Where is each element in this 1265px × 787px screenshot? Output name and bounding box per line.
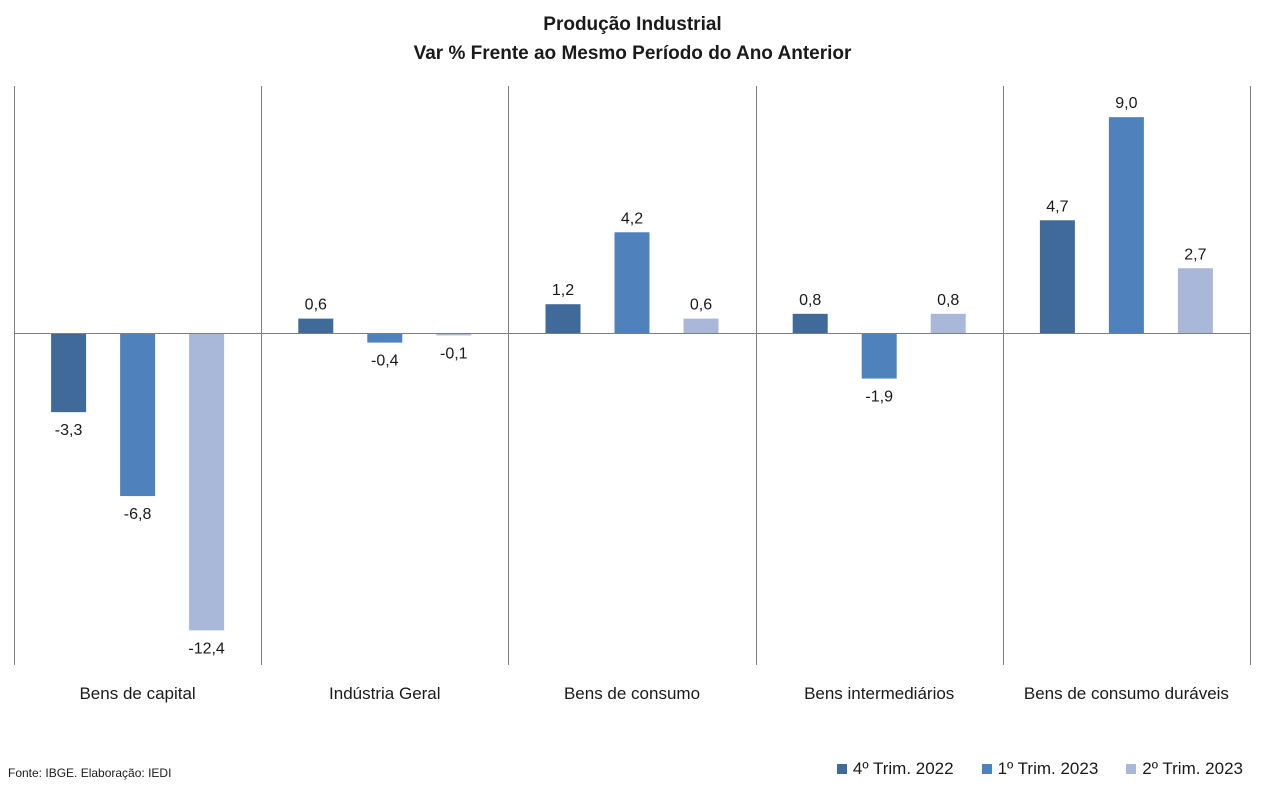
- data-label: 4,2: [621, 210, 643, 227]
- category-label: Bens de consumo duráveis: [1024, 684, 1229, 703]
- bar: [120, 333, 156, 497]
- legend-label: 4º Trim. 2022: [852, 759, 954, 778]
- data-label: 0,6: [690, 297, 712, 314]
- legend-swatch: [836, 764, 847, 774]
- data-label: 0,8: [937, 292, 959, 309]
- data-label: -1,9: [865, 389, 893, 406]
- legend-item: 1º Trim. 2023: [981, 759, 1099, 779]
- data-label: 9,0: [1115, 95, 1137, 112]
- bar: [1108, 117, 1144, 333]
- data-label: -12,4: [188, 640, 225, 657]
- category-label: Bens de capital: [79, 684, 195, 703]
- data-label: -3,3: [55, 422, 83, 439]
- chart-title: Produção Industrial: [543, 14, 722, 35]
- legend-item: 4º Trim. 2022: [836, 759, 954, 779]
- source-note: Fonte: IBGE. Elaboração: IEDI: [8, 766, 172, 780]
- data-label: 4,7: [1046, 198, 1068, 215]
- data-label: -6,8: [124, 506, 152, 523]
- bar: [792, 313, 828, 333]
- bar: [614, 232, 650, 333]
- bar: [189, 333, 225, 631]
- bar: [861, 333, 897, 379]
- data-label: 1,2: [552, 282, 574, 299]
- bar: [930, 313, 966, 333]
- legend-label: 2º Trim. 2023: [1142, 759, 1243, 778]
- category-label: Bens intermediários: [804, 684, 954, 703]
- legend-item: 2º Trim. 2023: [1126, 759, 1243, 779]
- data-label: 2,7: [1184, 246, 1206, 263]
- bar: [298, 318, 334, 333]
- data-label: 0,8: [799, 292, 821, 309]
- bar: [1177, 268, 1213, 333]
- legend-label: 1º Trim. 2023: [997, 759, 1099, 778]
- data-label: -0,1: [440, 345, 468, 362]
- bar: [1039, 220, 1075, 333]
- category-label: Indústria Geral: [329, 684, 441, 703]
- bar: [436, 333, 472, 336]
- legend-swatch: [981, 764, 992, 774]
- data-label: 0,6: [305, 297, 327, 314]
- chart-subtitle: Var % Frente ao Mesmo Período do Ano Ant…: [413, 43, 852, 64]
- bar: [545, 304, 581, 333]
- bar: [367, 333, 403, 343]
- legend-swatch: [1126, 764, 1137, 774]
- category-label: Bens de consumo: [564, 684, 700, 703]
- bar: [683, 318, 719, 333]
- data-label: -0,4: [371, 353, 399, 370]
- bar: [51, 333, 87, 413]
- legend: 4º Trim. 2022 1º Trim. 2023 2º Trim. 2023: [836, 759, 1243, 779]
